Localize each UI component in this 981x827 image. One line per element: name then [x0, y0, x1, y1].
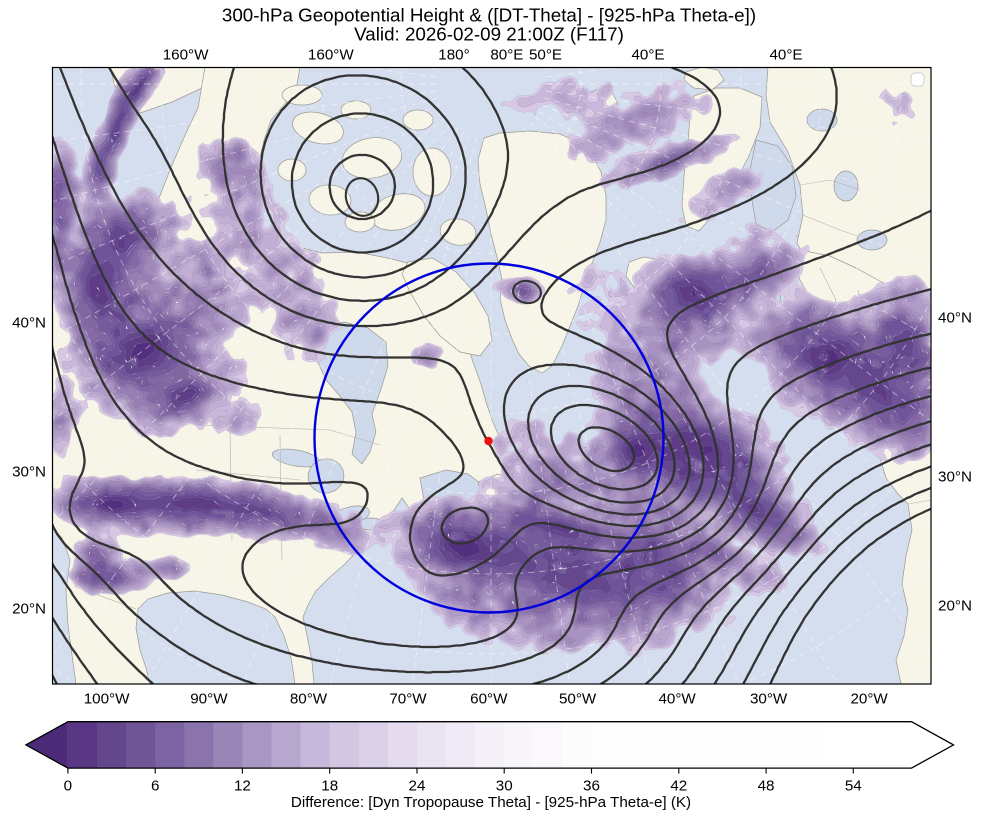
svg-text:20°N: 20°N: [12, 601, 46, 618]
svg-text:Difference: [Dyn Tropopause Th: Difference: [Dyn Tropopause Theta] - [92…: [291, 794, 691, 811]
svg-text:160°W: 160°W: [163, 47, 209, 64]
svg-text:0: 0: [64, 778, 72, 795]
svg-text:40°N: 40°N: [12, 315, 46, 332]
svg-text:30°N: 30°N: [938, 469, 972, 486]
svg-text:300-hPa Geopotential Height &: 300-hPa Geopotential Height & ([DT-Theta…: [222, 5, 756, 26]
svg-text:30°W: 30°W: [750, 691, 788, 708]
svg-text:36: 36: [583, 778, 600, 795]
svg-text:40°E: 40°E: [769, 47, 802, 64]
svg-text:6: 6: [151, 778, 159, 795]
svg-text:48: 48: [758, 778, 775, 795]
svg-text:40°W: 40°W: [658, 691, 696, 708]
svg-text:50°E: 50°E: [529, 47, 562, 64]
svg-text:160°W: 160°W: [308, 47, 354, 64]
svg-text:20°W: 20°W: [850, 691, 888, 708]
svg-text:54: 54: [845, 778, 862, 795]
svg-text:80°W: 80°W: [290, 691, 328, 708]
svg-text:180°: 180°: [438, 47, 469, 64]
svg-text:30°N: 30°N: [12, 464, 46, 481]
svg-text:Valid: 2026-02-09 21:00Z (F117: Valid: 2026-02-09 21:00Z (F117): [354, 24, 624, 45]
svg-text:70°W: 70°W: [389, 691, 427, 708]
svg-text:80°E: 80°E: [490, 47, 523, 64]
svg-text:24: 24: [409, 778, 426, 795]
svg-text:42: 42: [670, 778, 687, 795]
svg-text:60°W: 60°W: [470, 691, 508, 708]
svg-text:12: 12: [234, 778, 251, 795]
svg-text:20°N: 20°N: [938, 598, 972, 615]
svg-text:90°W: 90°W: [190, 691, 228, 708]
svg-text:100°W: 100°W: [84, 691, 130, 708]
svg-text:18: 18: [321, 778, 338, 795]
svg-text:40°E: 40°E: [631, 47, 664, 64]
svg-text:50°W: 50°W: [559, 691, 597, 708]
svg-text:40°N: 40°N: [938, 310, 972, 327]
svg-text:30: 30: [496, 778, 513, 795]
